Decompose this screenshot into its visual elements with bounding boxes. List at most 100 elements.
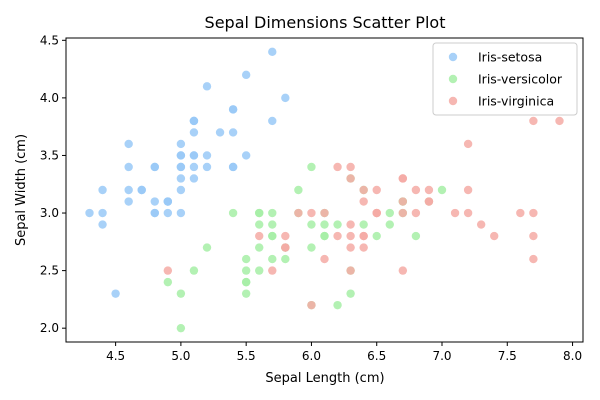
y-axis-label: Sepal Width (cm) — [14, 134, 29, 246]
data-point — [189, 162, 199, 172]
data-point — [359, 243, 368, 252]
x-axis-label: Sepal Length (cm) — [265, 371, 384, 386]
data-point — [150, 208, 159, 218]
data-point — [333, 300, 342, 310]
data-point — [268, 266, 277, 275]
data-point — [281, 254, 290, 264]
data-point — [215, 128, 225, 137]
data-point — [268, 47, 277, 57]
data-point — [372, 208, 381, 218]
data-point — [398, 197, 408, 206]
data-point — [529, 231, 538, 241]
data-point — [346, 243, 355, 252]
data-point — [490, 231, 499, 241]
data-point — [228, 162, 238, 172]
data-point — [228, 105, 238, 114]
data-point — [411, 208, 421, 218]
data-point — [529, 208, 538, 218]
data-point — [424, 185, 434, 195]
data-point — [320, 254, 329, 264]
data-point — [346, 231, 355, 241]
data-point — [124, 139, 133, 149]
data-point — [241, 254, 251, 264]
data-point — [150, 162, 159, 172]
data-point — [294, 208, 303, 218]
legend-marker — [448, 52, 458, 62]
data-point — [111, 289, 120, 298]
legend: Iris-setosa Iris-versicolor Iris-virginica — [432, 42, 578, 116]
data-point — [463, 208, 473, 218]
data-point — [346, 266, 355, 275]
legend-marker — [448, 96, 458, 106]
data-point — [385, 220, 394, 229]
data-point — [463, 185, 473, 195]
series-iris-virginica — [163, 116, 564, 310]
data-point — [372, 185, 381, 195]
data-point — [137, 185, 146, 195]
data-point — [163, 208, 173, 218]
x-tick-label: 8.0 — [563, 349, 582, 363]
data-point — [241, 289, 251, 298]
data-point — [241, 70, 251, 80]
data-point — [268, 116, 277, 126]
legend-label: Iris-virginica — [478, 94, 554, 109]
data-point — [398, 266, 408, 275]
data-point — [307, 220, 316, 229]
data-point — [176, 185, 186, 195]
data-point — [320, 208, 329, 218]
data-point — [189, 116, 199, 126]
data-point — [359, 220, 368, 229]
data-point — [346, 162, 355, 172]
plot-frame — [65, 37, 584, 343]
data-point — [241, 266, 251, 275]
data-point — [241, 151, 251, 160]
y-tick-label: 4.0 — [40, 91, 59, 105]
data-point — [346, 174, 355, 183]
data-point — [268, 208, 277, 218]
data-point — [424, 197, 434, 206]
data-point — [529, 254, 538, 264]
data-point — [307, 300, 316, 310]
data-point — [228, 208, 238, 218]
data-point — [281, 93, 290, 103]
data-point — [98, 220, 107, 229]
data-point — [268, 220, 277, 229]
data-point — [98, 185, 107, 195]
data-point — [255, 220, 264, 229]
y-tick-label: 4.5 — [40, 33, 59, 47]
data-point — [176, 323, 186, 333]
x-tick-label: 7.0 — [432, 349, 451, 363]
data-point — [228, 128, 238, 137]
data-point — [150, 197, 159, 206]
data-point — [189, 128, 199, 137]
data-point — [163, 266, 173, 275]
data-point — [202, 82, 212, 91]
data-point — [281, 231, 290, 241]
data-point — [372, 231, 381, 241]
data-point — [255, 231, 264, 241]
data-point — [346, 289, 355, 298]
legend-marker — [448, 74, 458, 84]
data-point — [241, 277, 251, 287]
data-point — [163, 197, 173, 206]
data-point — [476, 220, 486, 229]
data-point — [359, 197, 368, 206]
x-tick-label: 6.0 — [302, 349, 321, 363]
y-tick-label: 3.0 — [40, 206, 59, 220]
data-point — [163, 277, 173, 287]
data-point — [463, 139, 473, 149]
data-point — [202, 151, 212, 160]
data-point — [176, 139, 186, 149]
data-point — [346, 220, 355, 229]
data-point — [189, 174, 199, 183]
x-tick-label: 7.5 — [498, 349, 517, 363]
y-axis: 2.0 2.5 3.0 3.5 4.0 4.5 — [40, 33, 66, 335]
data-point — [255, 208, 264, 218]
data-point — [555, 116, 564, 126]
data-point — [411, 185, 421, 195]
data-point — [85, 208, 94, 218]
data-point — [189, 151, 199, 160]
data-point — [411, 231, 421, 241]
data-point — [124, 162, 133, 172]
